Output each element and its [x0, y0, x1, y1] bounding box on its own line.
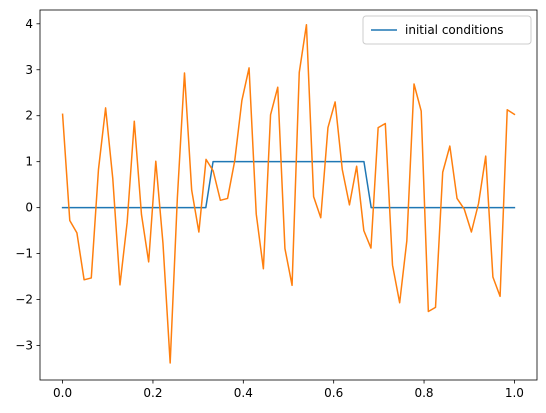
y-tick-label: 4	[25, 17, 33, 31]
legend-box	[362, 15, 532, 45]
plot-background	[40, 10, 537, 380]
x-tick-label: 1.0	[505, 386, 524, 400]
plot-frame	[39, 9, 538, 381]
x-tick-label: 0.8	[414, 386, 433, 400]
series-line-1	[61, 160, 516, 209]
legend-label: initial conditions	[405, 23, 504, 37]
series-line-2	[61, 23, 516, 364]
legend: initial conditions	[362, 15, 532, 45]
series-layer	[61, 23, 516, 364]
y-tick-label: −2	[15, 293, 33, 307]
y-tick-label: −1	[15, 247, 33, 261]
x-axis: 0.0 0.2 0.4 0.6 0.8 1.0	[53, 380, 524, 400]
y-tick-label: 2	[25, 109, 33, 123]
x-tick-label: 0.0	[53, 386, 72, 400]
x-tick-label: 0.6	[324, 386, 343, 400]
x-tick-label: 0.2	[143, 386, 162, 400]
y-tick-label: 0	[25, 201, 33, 215]
y-tick-label: −3	[15, 339, 33, 353]
y-axis: −3 −2 −1 0 1 2 3 4	[15, 17, 40, 353]
y-tick-label: 1	[25, 155, 33, 169]
x-tick-label: 0.4	[234, 386, 253, 400]
y-tick-label: 3	[25, 63, 33, 77]
